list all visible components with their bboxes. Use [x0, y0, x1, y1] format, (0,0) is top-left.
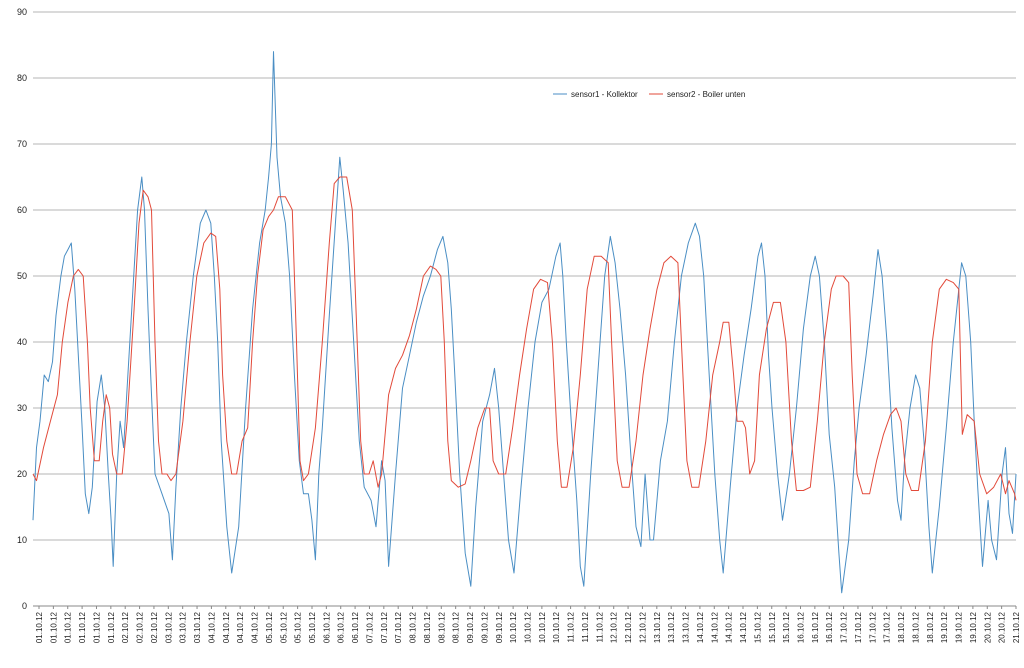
x-tick-label: 16.10.12	[825, 611, 834, 643]
x-tick-label: 05.10.12	[265, 611, 274, 643]
x-tick-label: 19.10.12	[940, 611, 949, 643]
x-tick-label: 07.10.12	[394, 611, 403, 643]
x-tick-label: 10.10.12	[509, 611, 518, 643]
x-tick-label: 01.10.12	[49, 611, 58, 643]
series-line-1	[32, 51, 1017, 594]
x-tick-label: 11.10.12	[567, 611, 576, 642]
x-tick-label: 17.10.12	[854, 611, 863, 643]
y-tick-label: 10	[17, 535, 27, 545]
x-tick-label: 21.10.12	[1012, 611, 1021, 643]
x-tick-label: 18.10.12	[911, 611, 920, 643]
x-tick-label: 03.10.12	[164, 611, 173, 643]
x-tick-label: 08.10.12	[423, 611, 432, 643]
x-tick-label: 11.10.12	[581, 611, 590, 642]
x-tick-label: 05.10.12	[294, 611, 303, 643]
x-tick-label: 06.10.12	[322, 611, 331, 643]
y-tick-label: 60	[17, 205, 27, 215]
x-tick-label: 17.10.12	[840, 611, 849, 643]
x-tick-label: 13.10.12	[667, 611, 676, 643]
x-tick-label: 05.10.12	[279, 611, 288, 643]
x-tick-label: 08.10.12	[452, 611, 461, 643]
x-tick-label: 13.10.12	[653, 611, 662, 643]
x-tick-label: 18.10.12	[897, 611, 906, 643]
x-tick-label: 01.10.12	[107, 611, 116, 643]
x-tick-label: 03.10.12	[193, 611, 202, 643]
x-tick-label: 02.10.12	[136, 611, 145, 643]
x-tick-label: 18.10.12	[926, 611, 935, 643]
x-tick-label: 09.10.12	[495, 611, 504, 643]
y-tick-label: 20	[17, 469, 27, 479]
x-tick-label: 12.10.12	[610, 611, 619, 643]
x-tick-label: 09.10.12	[480, 611, 489, 643]
x-tick-label: 01.10.12	[35, 611, 44, 643]
x-tick-label: 12.10.12	[624, 611, 633, 643]
y-tick-label: 40	[17, 337, 27, 347]
y-tick-label: 30	[17, 403, 27, 413]
y-tick-label: 90	[17, 7, 27, 17]
x-tick-label: 20.10.12	[998, 611, 1007, 643]
legend-label-2: sensor2 - Boiler unten	[667, 90, 745, 99]
x-tick-label: 15.10.12	[753, 611, 762, 643]
x-tick-label: 17.10.12	[868, 611, 877, 643]
x-tick-label: 08.10.12	[409, 611, 418, 643]
y-tick-label: 80	[17, 73, 27, 83]
x-tick-label: 19.10.12	[969, 611, 978, 643]
x-tick-label: 14.10.12	[696, 611, 705, 643]
x-tick-label: 05.10.12	[308, 611, 317, 643]
x-tick-label: 13.10.12	[682, 611, 691, 643]
x-tick-label: 07.10.12	[365, 611, 374, 643]
x-tick-label: 19.10.12	[955, 611, 964, 643]
x-tick-label: 16.10.12	[796, 611, 805, 643]
x-tick-label: 06.10.12	[351, 611, 360, 643]
x-tick-label: 01.10.12	[78, 611, 87, 643]
x-tick-label: 02.10.12	[121, 611, 130, 643]
x-tick-label: 04.10.12	[236, 611, 245, 643]
x-tick-label: 11.10.12	[595, 611, 604, 642]
x-tick-label: 16.10.12	[811, 611, 820, 643]
x-tick-label: 04.10.12	[251, 611, 260, 643]
x-tick-label: 10.10.12	[524, 611, 533, 643]
x-tick-label: 14.10.12	[725, 611, 734, 643]
x-tick-label: 08.10.12	[437, 611, 446, 643]
x-tick-label: 20.10.12	[983, 611, 992, 643]
y-tick-label: 70	[17, 139, 27, 149]
x-tick-label: 12.10.12	[638, 611, 647, 643]
x-tick-label: 03.10.12	[179, 611, 188, 643]
y-tick-label: 0	[22, 601, 27, 611]
x-tick-label: 15.10.12	[768, 611, 777, 643]
y-tick-label: 50	[17, 271, 27, 281]
x-tick-label: 04.10.12	[207, 611, 216, 643]
series-line-2	[32, 176, 1017, 501]
x-tick-label: 02.10.12	[150, 611, 159, 643]
x-tick-label: 01.10.12	[64, 611, 73, 643]
x-tick-label: 04.10.12	[222, 611, 231, 643]
x-tick-label: 06.10.12	[337, 611, 346, 643]
x-tick-label: 17.10.12	[883, 611, 892, 643]
x-tick-label: 09.10.12	[466, 611, 475, 643]
x-tick-label: 07.10.12	[380, 611, 389, 643]
legend-label-1: sensor1 - Kollektor	[571, 90, 638, 99]
x-tick-label: 14.10.12	[710, 611, 719, 643]
x-tick-label: 15.10.12	[782, 611, 791, 643]
x-tick-label: 14.10.12	[739, 611, 748, 643]
x-tick-label: 10.10.12	[538, 611, 547, 643]
x-tick-label: 10.10.12	[552, 611, 561, 643]
x-tick-label: 01.10.12	[92, 611, 101, 643]
